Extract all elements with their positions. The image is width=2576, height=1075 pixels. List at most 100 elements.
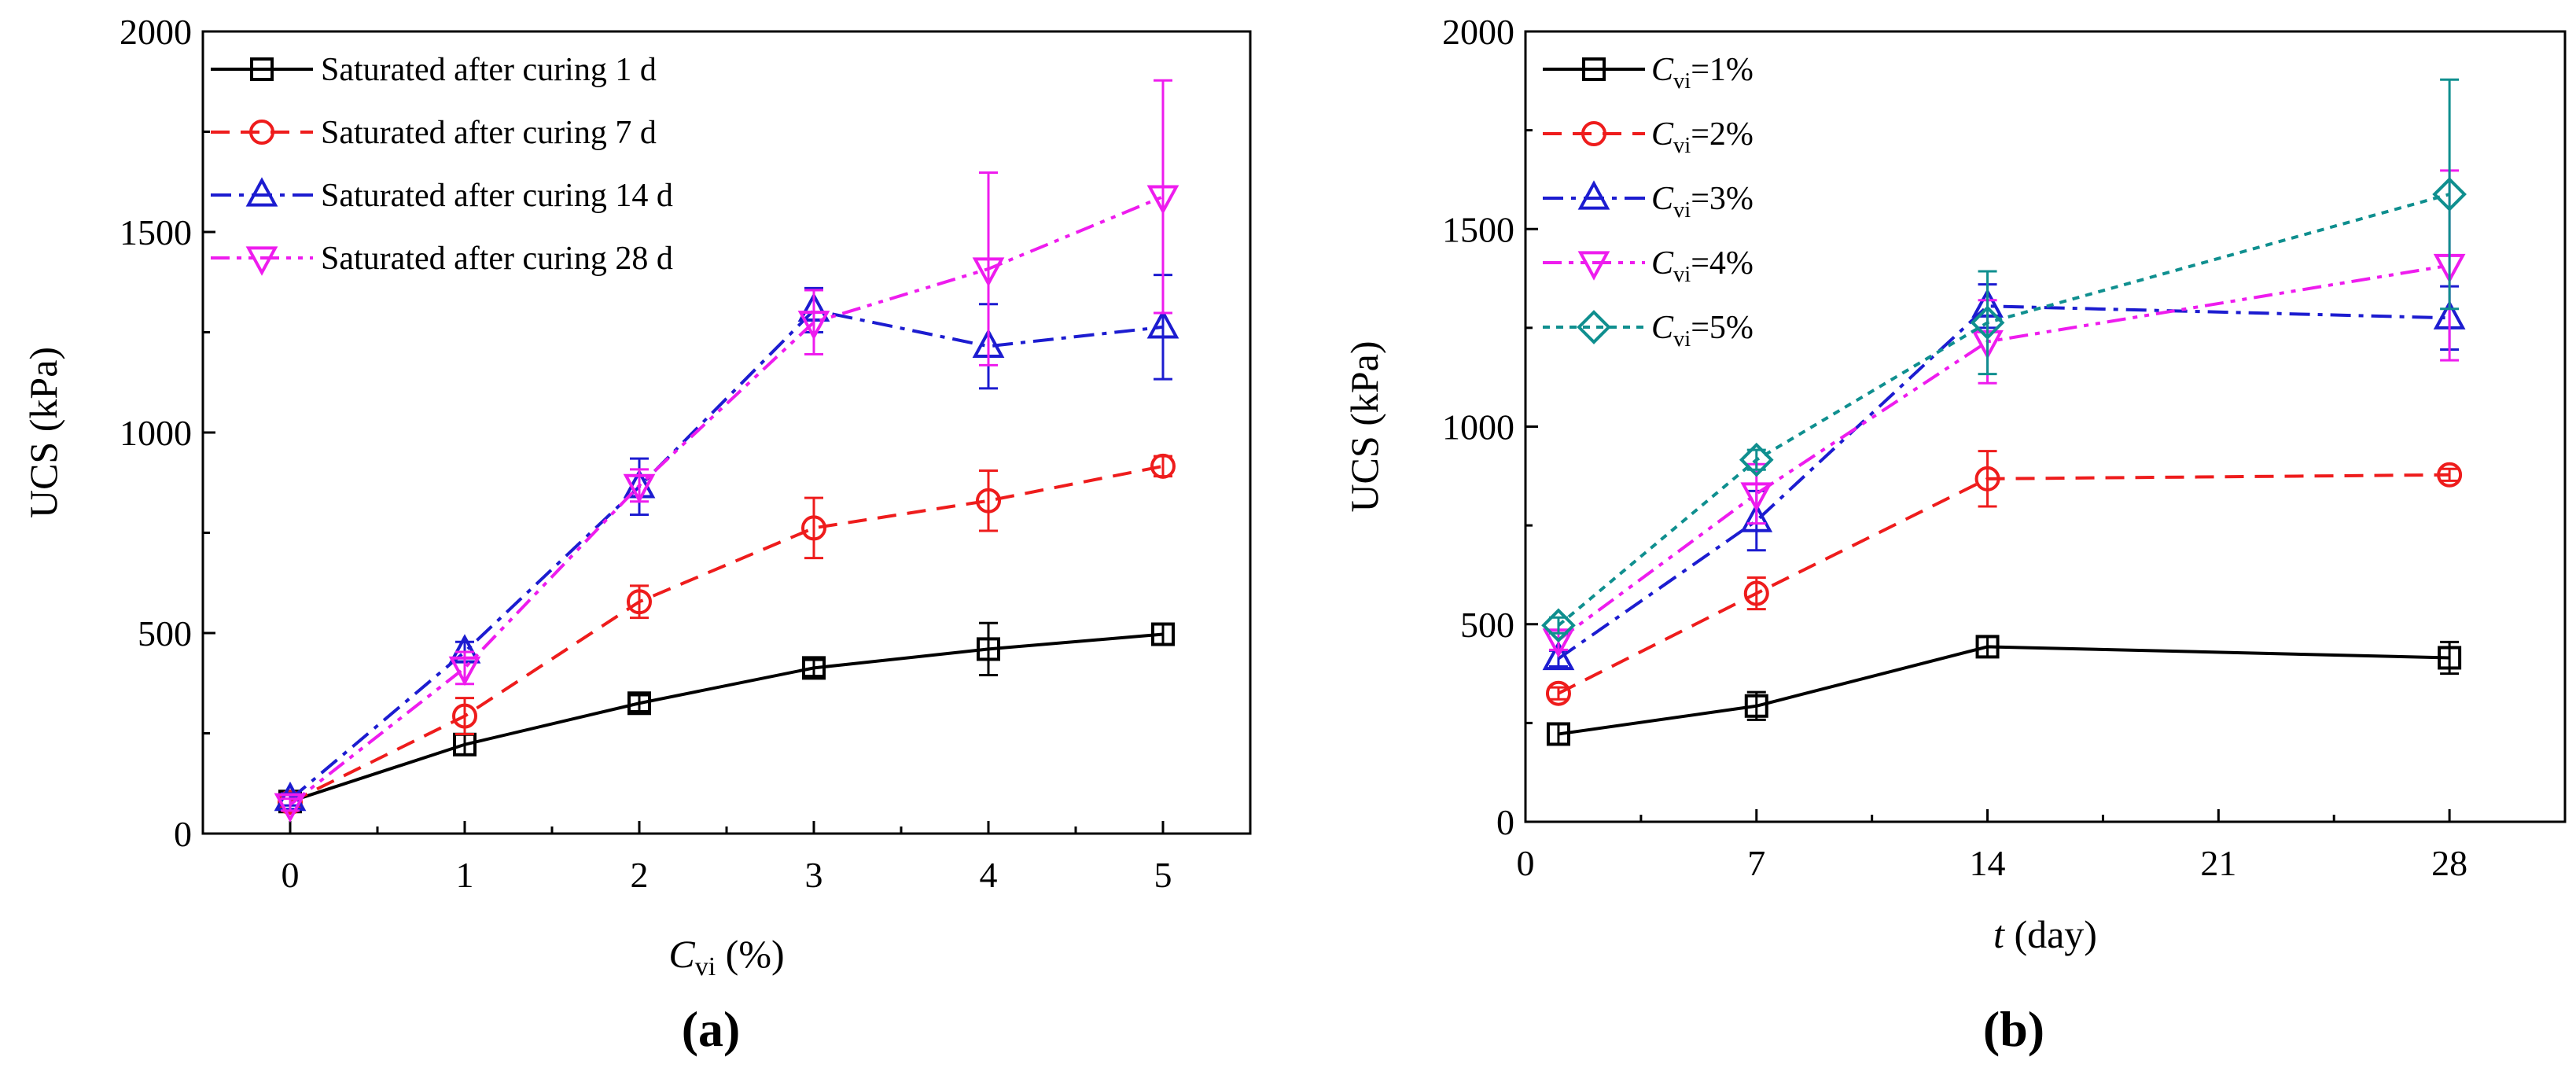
data-point bbox=[1151, 622, 1175, 646]
plot-frame bbox=[201, 30, 1252, 835]
legend-entry: Saturated after curing 14 d bbox=[211, 177, 673, 214]
legend-entry: Saturated after curing 7 d bbox=[211, 115, 657, 151]
data-point bbox=[2438, 646, 2462, 670]
legend-label-sub: vi bbox=[1673, 263, 1691, 287]
data-point bbox=[976, 488, 1001, 514]
data-point bbox=[1546, 722, 1570, 746]
legend-label-main: C bbox=[1651, 245, 1674, 282]
series-line bbox=[289, 632, 1164, 804]
legend-marker bbox=[1577, 180, 1610, 210]
data-point bbox=[1146, 309, 1179, 339]
x-axis-title-main: C bbox=[668, 932, 695, 976]
series-4 bbox=[274, 79, 1179, 823]
y-tick-label: 1000 bbox=[1442, 407, 1514, 447]
data-point bbox=[1542, 640, 1575, 671]
legend-entry: Cvi=4% bbox=[1543, 245, 1754, 287]
y-tick-label: 2000 bbox=[1442, 12, 1514, 52]
data-point bbox=[972, 257, 1005, 287]
y-axis-title: UCS (kPa) bbox=[1342, 341, 1386, 512]
data-point bbox=[623, 473, 656, 504]
data-point bbox=[801, 515, 826, 541]
data-point bbox=[627, 691, 651, 716]
x-axis-title-rest: (day) bbox=[2004, 912, 2097, 956]
series-3 bbox=[274, 274, 1179, 812]
legend-label-sub: vi bbox=[1673, 134, 1691, 158]
x-tick-label: 1 bbox=[456, 855, 474, 895]
panel-label: (b) bbox=[1983, 1001, 2044, 1057]
data-point bbox=[1545, 680, 1571, 706]
data-point bbox=[802, 656, 826, 680]
data-point bbox=[1975, 635, 2000, 659]
y-tick-label: 2000 bbox=[120, 12, 192, 52]
legend-label-rest: =2% bbox=[1691, 116, 1754, 153]
legend-marker bbox=[1577, 251, 1610, 281]
data-point bbox=[2432, 177, 2467, 212]
legend-marker bbox=[249, 120, 274, 145]
legend-marker bbox=[245, 246, 278, 276]
legend-label: Cvi=2% bbox=[1651, 116, 1754, 158]
legend-marker bbox=[1581, 121, 1606, 146]
series-line bbox=[1558, 473, 2450, 695]
legend-entry: Cvi=3% bbox=[1543, 180, 1754, 223]
series-1 bbox=[278, 621, 1175, 814]
x-tick-label: 21 bbox=[2200, 843, 2236, 883]
x-tick-label: 2 bbox=[631, 855, 649, 895]
series-5 bbox=[1541, 78, 2467, 643]
legend-entry: Saturated after curing 1 d bbox=[211, 52, 657, 88]
legend-label-main: C bbox=[1651, 310, 1674, 346]
y-tick-label: 0 bbox=[174, 814, 192, 854]
series-1 bbox=[1546, 635, 2462, 746]
legend-entry: Cvi=5% bbox=[1543, 310, 1754, 352]
data-point bbox=[1740, 482, 1773, 512]
y-axis-title: UCS (kPa) bbox=[21, 347, 65, 518]
legend-entry: Saturated after curing 28 d bbox=[211, 241, 673, 277]
chart-panel-b: 0 7 14 21 28 0 500 1000 1500 2000 UCS (kPa) t (day)… bbox=[1342, 12, 2567, 1057]
data-point bbox=[1150, 453, 1176, 479]
x-tick-label: 0 bbox=[1517, 843, 1535, 883]
legend-label: Saturated after curing 1 d bbox=[321, 52, 657, 88]
data-point bbox=[1744, 694, 1768, 718]
data-point bbox=[1974, 466, 2000, 491]
legend-label: Saturated after curing 7 d bbox=[321, 115, 657, 151]
data-point bbox=[1541, 608, 1576, 643]
series-line bbox=[1557, 193, 2450, 627]
legend-entry: Cvi=2% bbox=[1543, 116, 1754, 158]
x-axis-title: t (day) bbox=[1993, 912, 2097, 956]
legend-label-sub: vi bbox=[1673, 327, 1691, 352]
legend-label: Cvi=1% bbox=[1651, 52, 1754, 94]
x-axis-title: Cvi (%) bbox=[668, 932, 784, 981]
y-tick-label: 1500 bbox=[1442, 209, 1514, 249]
series-2 bbox=[1545, 450, 2463, 706]
legend-label: Saturated after curing 28 d bbox=[321, 241, 673, 277]
legend-label-rest: =4% bbox=[1691, 245, 1754, 282]
x-tick-label: 5 bbox=[1154, 855, 1172, 895]
data-point bbox=[1970, 305, 2005, 341]
y-tick-label: 1000 bbox=[120, 413, 192, 453]
y-tick-label: 0 bbox=[1496, 802, 1514, 842]
series-line bbox=[289, 308, 1164, 801]
legend-label-rest: =1% bbox=[1691, 52, 1754, 88]
data-point bbox=[627, 589, 652, 615]
legend-label-rest: =5% bbox=[1691, 310, 1754, 346]
y-tick-label: 1500 bbox=[120, 212, 192, 252]
legend-marker bbox=[1582, 57, 1606, 81]
legend-label-main: C bbox=[1651, 116, 1674, 153]
data-point bbox=[274, 793, 307, 823]
data-point bbox=[977, 637, 1000, 661]
y-tick-label: 500 bbox=[1460, 605, 1514, 645]
x-axis-title-rest: (%) bbox=[716, 932, 784, 976]
legend-marker bbox=[250, 57, 274, 81]
data-point bbox=[797, 311, 830, 341]
legend-label-main: C bbox=[1651, 181, 1674, 217]
series-2 bbox=[278, 453, 1176, 815]
x-axis-title-main: t bbox=[1993, 912, 2005, 956]
series-line bbox=[1557, 304, 2450, 661]
x-tick-label: 28 bbox=[2431, 843, 2467, 883]
x-tick-label: 3 bbox=[805, 855, 823, 895]
data-point bbox=[452, 703, 477, 729]
legend-label: Cvi=4% bbox=[1651, 245, 1754, 287]
legend-label: Cvi=5% bbox=[1651, 310, 1754, 352]
legend-entry: Cvi=1% bbox=[1543, 52, 1754, 94]
data-point bbox=[2437, 462, 2463, 488]
